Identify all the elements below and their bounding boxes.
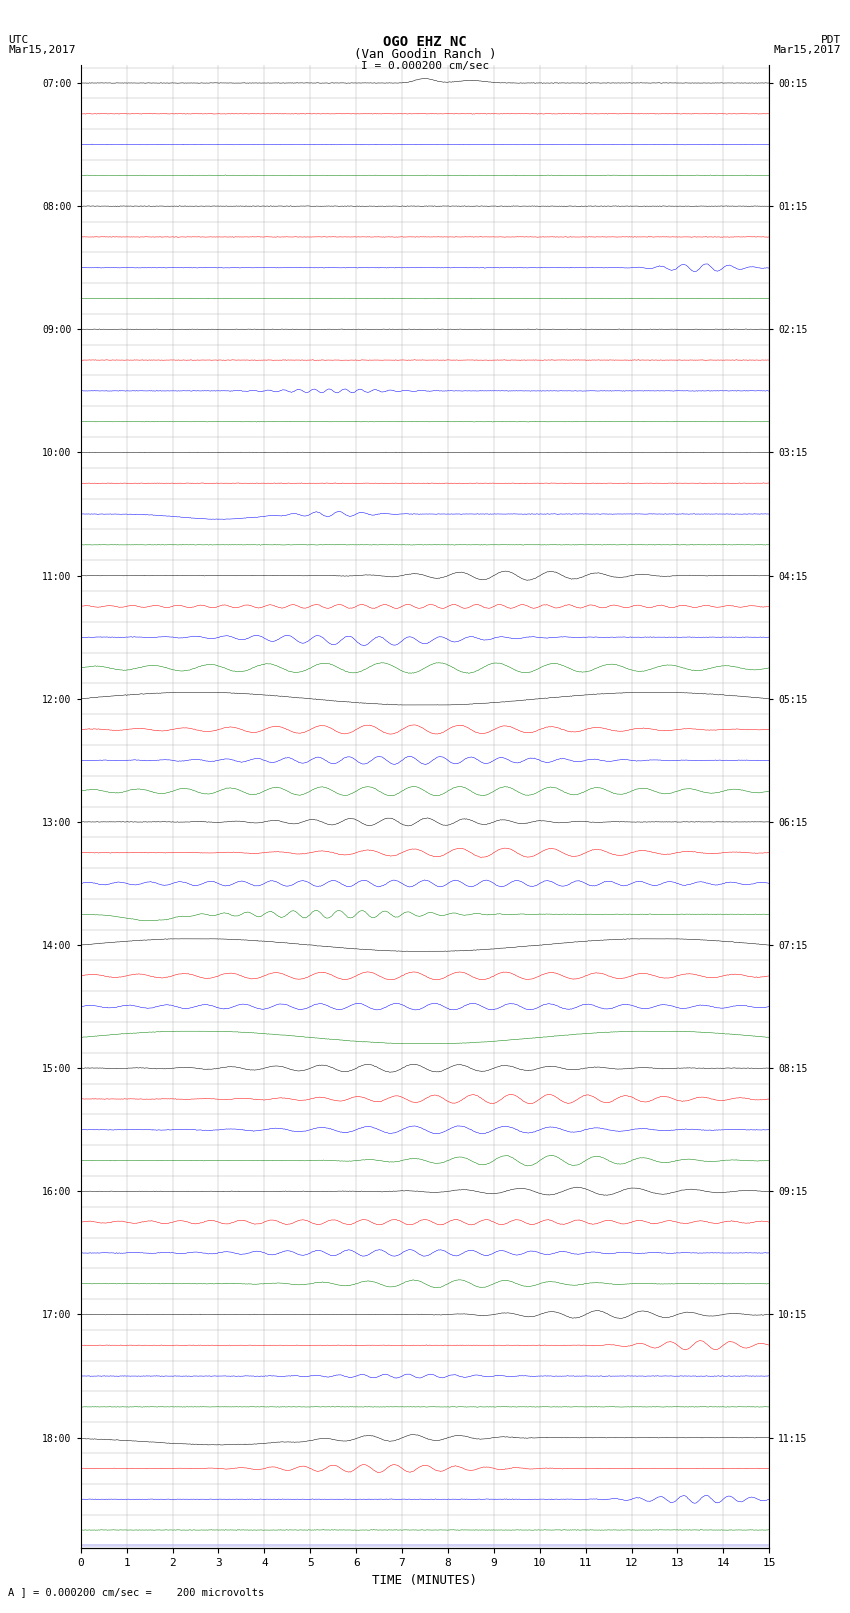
Text: Mar15,2017: Mar15,2017 — [8, 45, 76, 55]
Text: PDT: PDT — [821, 35, 842, 45]
Text: UTC: UTC — [8, 35, 29, 45]
Text: Mar15,2017: Mar15,2017 — [774, 45, 842, 55]
Bar — [81, 1544, 769, 1547]
Text: (Van Goodin Ranch ): (Van Goodin Ranch ) — [354, 48, 496, 61]
Text: A ] = 0.000200 cm/sec =    200 microvolts: A ] = 0.000200 cm/sec = 200 microvolts — [8, 1587, 264, 1597]
Text: I = 0.000200 cm/sec: I = 0.000200 cm/sec — [361, 61, 489, 71]
Text: OGO EHZ NC: OGO EHZ NC — [383, 35, 467, 50]
X-axis label: TIME (MINUTES): TIME (MINUTES) — [372, 1574, 478, 1587]
